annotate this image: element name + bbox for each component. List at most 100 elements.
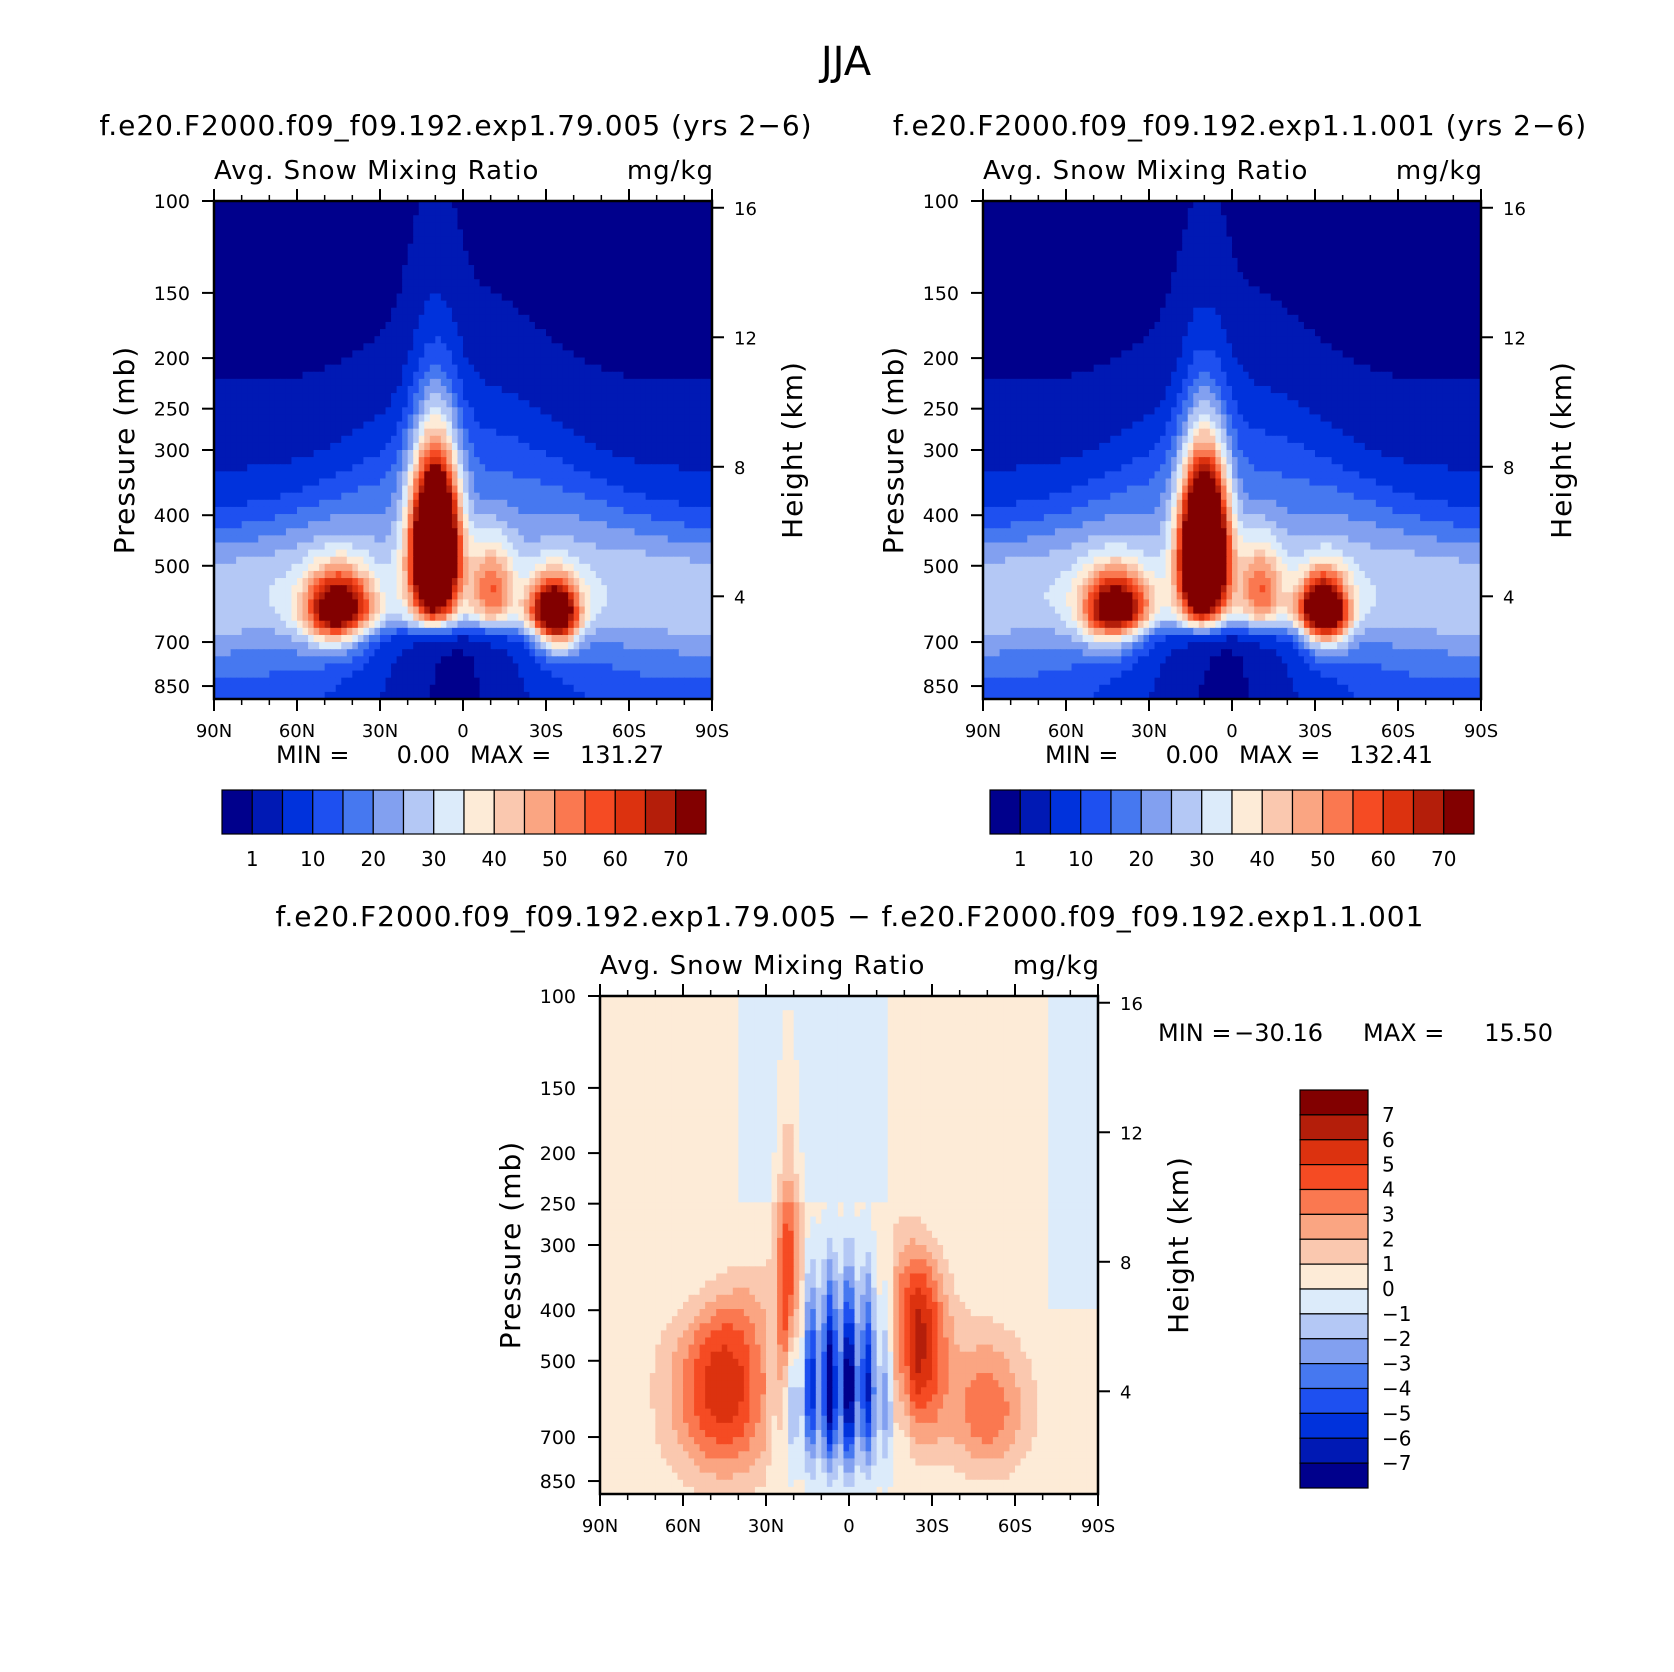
panel0-cell bbox=[634, 378, 641, 387]
panel0-cell bbox=[230, 499, 237, 508]
panel0-cell bbox=[562, 236, 569, 245]
panel0-cell bbox=[446, 528, 453, 536]
panel0-cell bbox=[396, 521, 403, 529]
panel0-cell bbox=[551, 236, 558, 245]
panel0-cell bbox=[706, 570, 713, 579]
panel0-cell bbox=[645, 542, 652, 551]
panel0-cell bbox=[518, 442, 525, 451]
panel0-cell bbox=[501, 542, 508, 551]
panel0-cell bbox=[485, 549, 492, 558]
panel0-cell bbox=[302, 300, 309, 309]
panel0-cell bbox=[440, 229, 447, 238]
panel0-cell bbox=[385, 492, 392, 501]
panel0-cell bbox=[656, 435, 663, 444]
panel0-cell bbox=[269, 385, 276, 394]
panel0-cell bbox=[490, 208, 497, 216]
panel0-cell bbox=[352, 471, 359, 480]
panel0-cell bbox=[579, 265, 586, 273]
panel0-cell bbox=[507, 265, 514, 273]
panel0-cell bbox=[352, 549, 359, 558]
panel0-cell bbox=[640, 343, 647, 351]
panel0-cell bbox=[396, 293, 403, 302]
panel0-cell bbox=[485, 528, 492, 536]
panel0-cell bbox=[612, 286, 619, 295]
panel0-cell bbox=[368, 457, 376, 465]
panel0-cell bbox=[518, 357, 525, 366]
panel0-cell bbox=[695, 236, 702, 245]
panel0-cell bbox=[214, 371, 221, 380]
panel0-cell bbox=[474, 286, 481, 295]
panel0-cell bbox=[534, 464, 542, 472]
panel0-cell bbox=[335, 279, 342, 287]
panel0-cell bbox=[606, 385, 613, 394]
panel0-cell bbox=[396, 336, 403, 344]
panel0-cell bbox=[236, 343, 243, 351]
panel0-cell bbox=[258, 563, 265, 572]
panel0-cell bbox=[446, 265, 453, 273]
panel0-cell bbox=[584, 257, 591, 266]
panel0-cell bbox=[247, 215, 254, 223]
panel0-cell bbox=[579, 300, 586, 309]
panel0-cell bbox=[678, 421, 685, 430]
panel0-cell bbox=[523, 350, 530, 359]
panel0-cell bbox=[385, 250, 392, 259]
panel0-cell bbox=[540, 371, 547, 380]
panel0-cell bbox=[463, 592, 470, 600]
panel0-cell bbox=[214, 208, 221, 216]
panel0-cell bbox=[662, 549, 669, 558]
panel0-cell bbox=[363, 563, 370, 572]
panel0-cell bbox=[435, 492, 442, 501]
panel0-cell bbox=[684, 478, 691, 487]
panel0-cell bbox=[667, 236, 674, 245]
panel0-cell bbox=[529, 371, 536, 380]
panel0-cell bbox=[557, 201, 564, 209]
panel0-cell bbox=[396, 236, 403, 245]
panel0-cell bbox=[595, 393, 602, 401]
panel0-cell bbox=[225, 250, 232, 259]
panel0-cell bbox=[330, 535, 337, 544]
panel0-cell bbox=[684, 535, 691, 544]
panel0-cell bbox=[230, 435, 237, 444]
panel0-cell bbox=[263, 236, 270, 245]
panel0-cell bbox=[230, 229, 237, 238]
panel0-cell bbox=[468, 442, 475, 451]
panel0-cell bbox=[501, 300, 508, 309]
panel0-cell bbox=[241, 293, 248, 302]
panel0-cell bbox=[330, 293, 337, 302]
panel0-cell bbox=[368, 279, 376, 287]
panel0-cell bbox=[568, 578, 575, 586]
panel0-cell bbox=[385, 478, 392, 487]
panel0-cell bbox=[236, 471, 243, 480]
panel0-cell bbox=[557, 357, 564, 366]
panel0-cell bbox=[285, 478, 293, 487]
panel0-cell bbox=[285, 442, 293, 451]
panel0-cell bbox=[640, 201, 647, 209]
panel0-cell bbox=[285, 250, 293, 259]
panel0-cell bbox=[451, 378, 459, 387]
panel0-cell bbox=[335, 457, 342, 465]
panel0-cell bbox=[573, 492, 580, 501]
panel0-cell bbox=[352, 201, 359, 209]
panel0-cell bbox=[529, 442, 536, 451]
panel0-cell bbox=[346, 592, 353, 600]
panel0-cell bbox=[402, 450, 409, 458]
panel0-cell bbox=[584, 385, 591, 394]
panel0-cell bbox=[451, 229, 459, 238]
panel0-cell bbox=[385, 592, 392, 600]
panel0-cell bbox=[573, 428, 580, 437]
panel0-cell bbox=[501, 506, 508, 515]
panel0-cell bbox=[396, 208, 403, 216]
panel0-cell bbox=[623, 428, 630, 437]
panel0-cell bbox=[308, 535, 315, 544]
panel0-cell bbox=[634, 343, 641, 351]
panel0-cell bbox=[474, 250, 481, 259]
panel0-cell bbox=[534, 307, 542, 316]
panel0-cell bbox=[396, 300, 403, 309]
panel0-cell bbox=[241, 286, 248, 295]
panel0-cell bbox=[678, 450, 685, 458]
panel0-cell bbox=[595, 350, 602, 359]
panel0-cell bbox=[496, 528, 503, 536]
panel0-cell bbox=[706, 229, 713, 238]
panel0-cell bbox=[474, 229, 481, 238]
panel0-cell bbox=[695, 485, 702, 494]
